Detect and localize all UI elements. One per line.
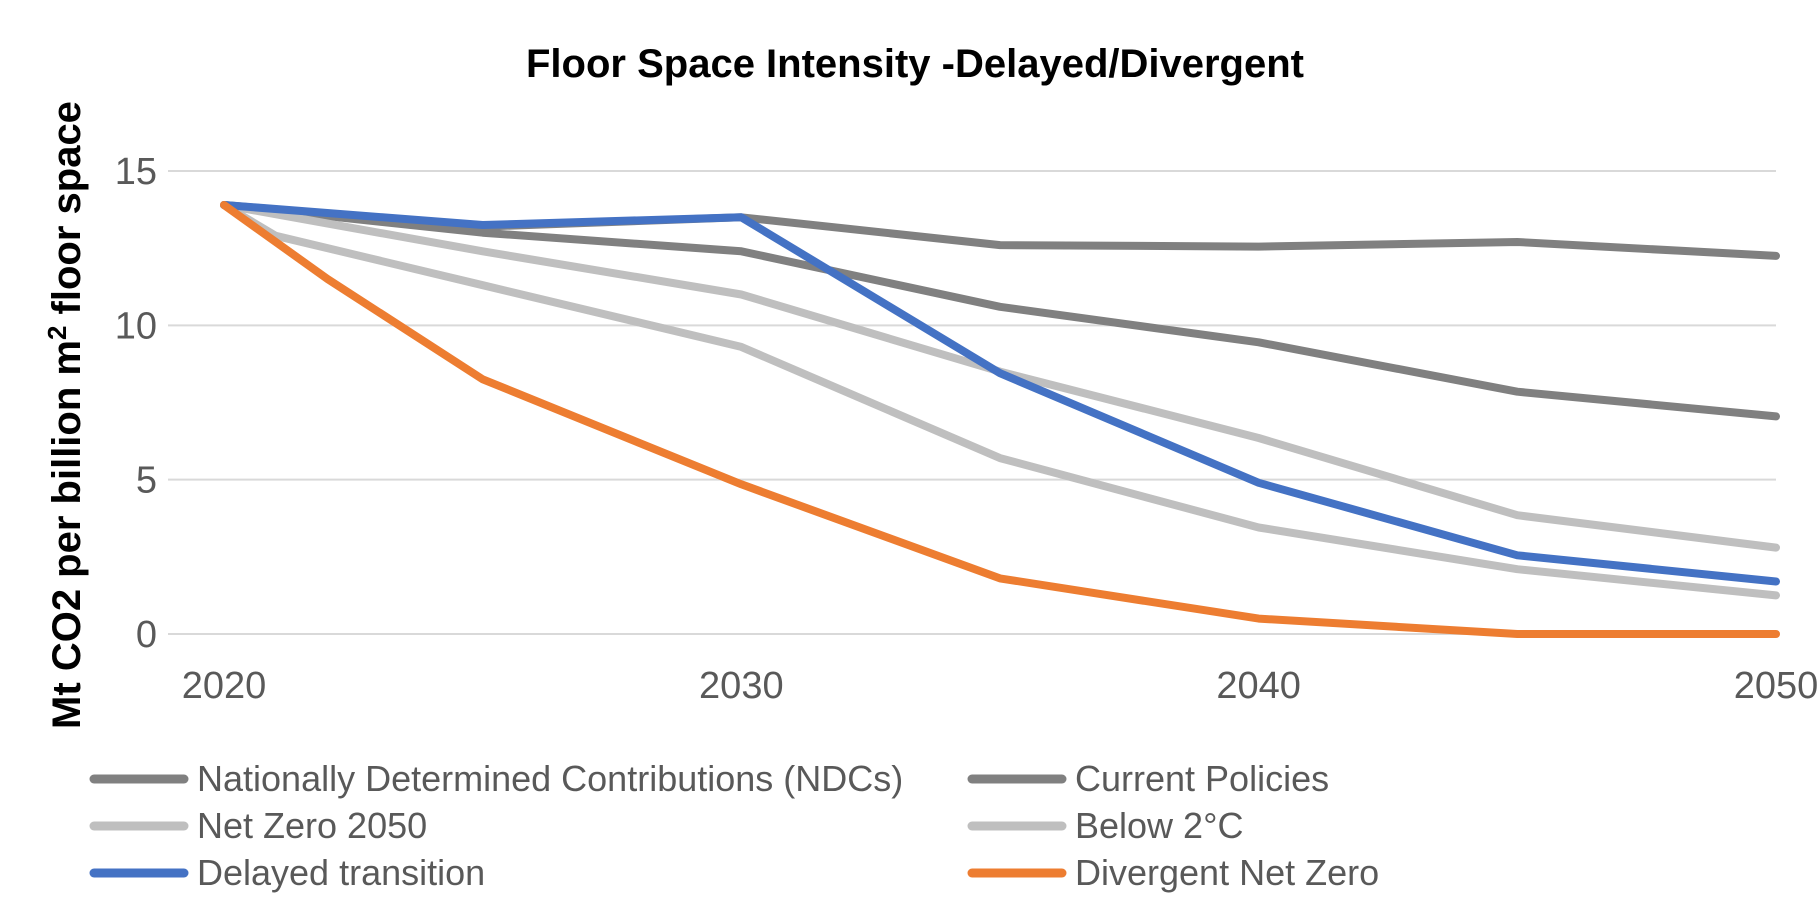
y-tick-label: 15 (115, 151, 157, 193)
x-tick-label: 2050 (1734, 665, 1819, 707)
y-tick-label: 10 (115, 305, 157, 347)
legend-label: Divergent Net Zero (1075, 852, 1379, 893)
x-tick-label: 2020 (182, 665, 267, 707)
legend-label: Net Zero 2050 (197, 805, 427, 846)
series-line-nationally-determined-contributions-ndcs (220, 201, 1780, 421)
y-axis-label-superscript: 2 (42, 326, 72, 340)
y-tick-label: 0 (136, 614, 157, 656)
legend-item: Current Policies (967, 758, 1329, 799)
legend-item: Net Zero 2050 (89, 805, 427, 846)
legend-label: Below 2°C (1075, 805, 1243, 846)
legend: Nationally Determined Contributions (NDC… (89, 758, 1379, 893)
legend-label: Nationally Determined Contributions (NDC… (197, 758, 903, 799)
plot-area (220, 201, 1780, 638)
y-axis-label-suffix: floor space (45, 101, 89, 326)
legend-label: Current Policies (1075, 758, 1329, 799)
x-tick-label: 2030 (699, 665, 784, 707)
series-line-divergent-net-zero (220, 201, 1780, 638)
y-axis-label: Mt CO2 per billion m2 floor space (42, 101, 89, 729)
y-axis-ticks: 0 5 10 15 (115, 151, 157, 656)
legend-item: Below 2°C (967, 805, 1243, 846)
legend-item: Divergent Net Zero (967, 852, 1379, 893)
x-axis-ticks: 2020 2030 2040 2050 (182, 665, 1819, 707)
series-line-delayed-transition (220, 201, 1780, 586)
chart-title: Floor Space Intensity -Delayed/Divergent (526, 42, 1304, 86)
series-line-net-zero-2050 (220, 201, 1780, 600)
y-axis-label-main: Mt CO2 per billion m (45, 340, 89, 729)
x-tick-label: 2040 (1216, 665, 1301, 707)
legend-label: Delayed transition (197, 852, 485, 893)
legend-item: Nationally Determined Contributions (NDC… (89, 758, 903, 799)
legend-item: Delayed transition (89, 852, 485, 893)
y-tick-label: 5 (136, 460, 157, 502)
